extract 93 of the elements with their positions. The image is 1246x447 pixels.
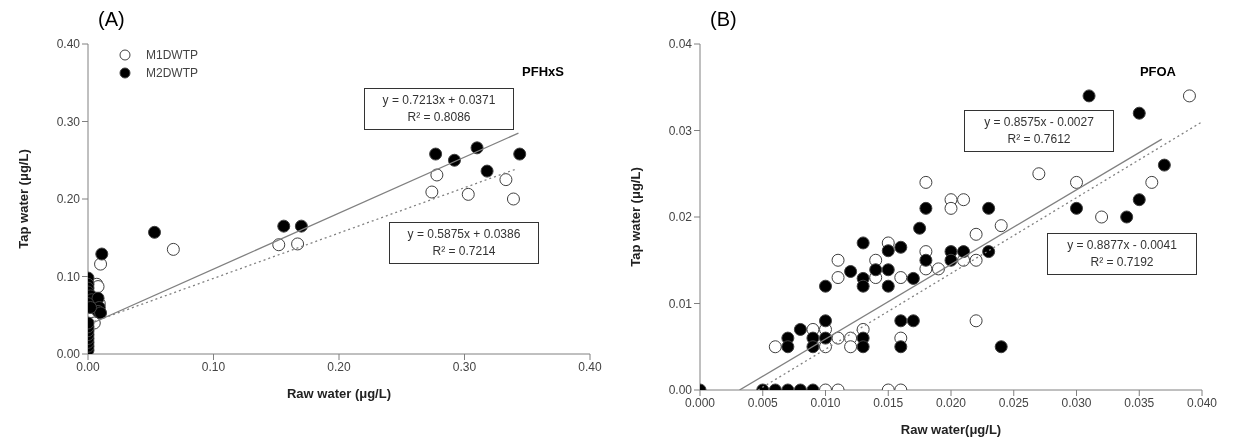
point	[1032, 167, 1046, 181]
x-tick-label: 0.10	[201, 359, 226, 374]
point	[781, 340, 795, 354]
point	[831, 253, 845, 267]
y-tick-label: 0.01	[668, 296, 693, 311]
point	[957, 245, 971, 259]
point	[894, 340, 908, 354]
point	[969, 227, 983, 241]
point	[944, 201, 958, 215]
y-tick-label: 0.20	[56, 192, 81, 207]
x-tick-label: 0.020	[935, 395, 967, 410]
y-axis-title: Tap water (μg/L)	[15, 149, 31, 249]
point	[768, 340, 782, 354]
point	[894, 271, 908, 285]
x-tick-label: 0.010	[810, 395, 841, 410]
point	[982, 201, 996, 215]
point	[944, 253, 958, 267]
point	[1070, 201, 1083, 215]
point	[272, 238, 286, 252]
point	[291, 237, 305, 251]
point	[919, 175, 933, 189]
point	[894, 240, 908, 254]
y-tick-label: 0.30	[56, 114, 81, 129]
x-tick-label: 0.035	[1124, 395, 1155, 410]
point	[869, 263, 883, 277]
point	[994, 340, 1008, 354]
point	[881, 244, 895, 258]
point	[982, 245, 996, 259]
point	[994, 219, 1008, 233]
x-tick-label: 0.20	[327, 359, 351, 374]
chart-title: (B)	[709, 8, 738, 32]
point	[1132, 193, 1146, 207]
point	[969, 314, 983, 328]
y-tick-label: 0.10	[56, 269, 81, 284]
x-tick-label: 0.00	[76, 359, 100, 374]
point	[919, 253, 933, 267]
x-axis-title: Raw water(μg/L)	[900, 422, 1002, 437]
legend-label: M2DWTP	[146, 66, 198, 80]
point	[881, 263, 895, 277]
point	[831, 271, 845, 285]
x-tick-label: 0.025	[998, 395, 1030, 410]
y-tick-label: 0.00	[668, 383, 693, 398]
x-tick-label: 0.40	[578, 359, 602, 374]
y-tick-label: 0.40	[56, 37, 81, 52]
x-tick-label: 0.040	[1186, 395, 1218, 410]
point	[1132, 106, 1146, 120]
point	[461, 187, 475, 201]
point	[844, 265, 858, 278]
point	[856, 279, 870, 293]
point	[894, 314, 908, 328]
point	[819, 314, 832, 328]
point	[957, 193, 971, 207]
point	[1145, 175, 1159, 189]
point	[1182, 89, 1196, 103]
point	[425, 185, 439, 199]
point	[1120, 210, 1134, 224]
annotation: y = 0.8877x - 0.0041 R² = 0.7192	[1066, 237, 1178, 271]
point	[969, 253, 983, 267]
point	[906, 314, 920, 328]
point	[1082, 89, 1096, 103]
point	[881, 279, 895, 293]
x-tick-label: 0.000	[684, 395, 716, 410]
y-tick-label: 0.04	[668, 37, 693, 52]
point	[913, 221, 927, 235]
point	[1157, 158, 1171, 172]
chart-title: (A)	[97, 8, 126, 32]
annotation: y = 0.5875x + 0.0386 R² = 0.7214	[406, 226, 522, 260]
annotation: y = 0.7213x + 0.0371 R² = 0.8086	[381, 92, 497, 126]
point	[430, 168, 444, 182]
point	[506, 192, 520, 206]
point	[1070, 175, 1083, 189]
y-tick-label: 0.02	[668, 210, 693, 225]
point	[819, 279, 832, 293]
x-axis-title: Raw water (μg/L)	[286, 386, 392, 401]
point	[856, 340, 870, 354]
y-tick-label: 0.00	[56, 347, 81, 362]
annotation: y = 0.8575x - 0.0027 R² = 0.7612	[983, 114, 1095, 148]
point	[919, 201, 933, 215]
text: PFHxS	[522, 64, 564, 79]
point	[906, 271, 920, 285]
point	[793, 322, 807, 336]
text: PFOA	[1139, 64, 1176, 79]
x-tick-label: 0.30	[452, 359, 477, 374]
legend-label: M1DWTP	[146, 48, 198, 62]
x-tick-label: 0.030	[1061, 395, 1092, 410]
x-tick-label: 0.005	[747, 395, 779, 410]
point	[844, 340, 858, 354]
point	[499, 173, 513, 187]
point	[1095, 210, 1109, 224]
y-tick-label: 0.03	[668, 123, 693, 138]
y-axis-title: Tap water (μg/L)	[627, 167, 643, 267]
x-tick-label: 0.015	[873, 395, 904, 410]
point	[856, 236, 870, 250]
